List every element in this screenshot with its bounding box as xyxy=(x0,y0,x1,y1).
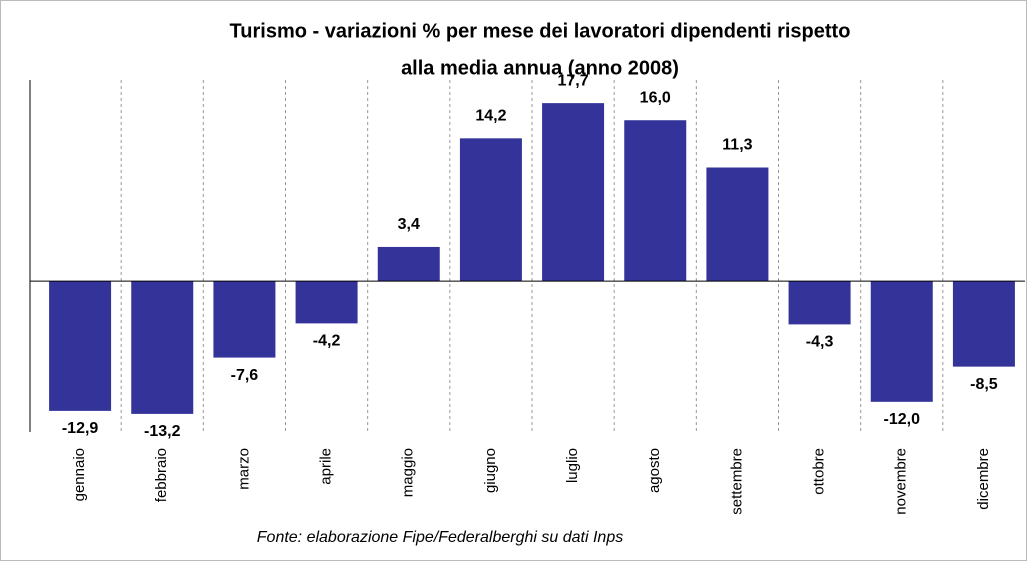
value-label: -4,3 xyxy=(806,334,834,351)
bar xyxy=(624,120,687,282)
bar xyxy=(131,281,194,414)
value-label: 16,0 xyxy=(640,89,671,106)
x-tick-label: dicembre xyxy=(975,448,992,510)
value-label: -8,5 xyxy=(970,376,998,393)
bar xyxy=(542,103,605,282)
value-label: 11,3 xyxy=(722,137,752,154)
x-tick-label: ottobre xyxy=(811,448,828,495)
bar xyxy=(295,281,358,324)
value-label: -12,0 xyxy=(884,411,921,428)
bar xyxy=(377,246,440,282)
x-tick-label: giugno xyxy=(482,448,499,493)
value-label: -4,2 xyxy=(313,333,341,350)
bar xyxy=(459,138,522,282)
bar xyxy=(49,281,112,411)
x-tick-label: aprile xyxy=(318,448,335,485)
bar xyxy=(952,281,1015,367)
x-tick-label: marzo xyxy=(235,448,252,490)
x-tick-label: gennaio xyxy=(71,448,88,501)
x-tick-label: maggio xyxy=(400,448,417,497)
chart-title: alla media annua (anno 2008) xyxy=(401,57,679,79)
value-label: 3,4 xyxy=(398,216,420,233)
value-label: -12,9 xyxy=(62,420,99,437)
chart-title: Turismo - variazioni % per mese dei lavo… xyxy=(230,20,851,42)
value-label: -7,6 xyxy=(231,367,259,384)
value-label: 14,2 xyxy=(475,108,506,125)
x-tick-label: settembre xyxy=(728,448,745,515)
bar xyxy=(213,281,276,358)
source-note: Fonte: elaborazione Fipe/Federalberghi s… xyxy=(257,529,623,546)
bar xyxy=(870,281,933,402)
x-tick-label: novembre xyxy=(893,448,910,515)
x-tick-label: agosto xyxy=(646,448,663,493)
bar xyxy=(788,281,851,325)
bar xyxy=(706,167,769,282)
value-label: 17,7 xyxy=(558,72,589,89)
x-tick-label: febbraio xyxy=(153,448,170,502)
x-tick-label: luglio xyxy=(564,448,581,483)
value-label: -13,2 xyxy=(144,423,181,440)
